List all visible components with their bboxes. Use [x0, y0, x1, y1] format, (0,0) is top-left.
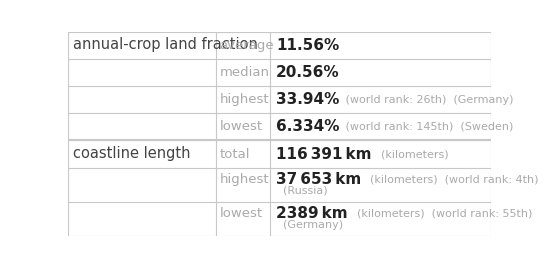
Text: annual-crop land fraction: annual-crop land fraction: [73, 37, 258, 52]
Text: (Germany): (Germany): [276, 220, 343, 230]
Text: 33.94%: 33.94%: [276, 92, 340, 107]
Text: coastline length: coastline length: [73, 145, 191, 161]
Text: 116 391 km: 116 391 km: [276, 147, 371, 162]
Text: (world rank: 26th)  (Germany): (world rank: 26th) (Germany): [341, 95, 513, 105]
Text: highest: highest: [219, 173, 269, 186]
Text: 11.56%: 11.56%: [276, 38, 339, 53]
Text: (kilometers)  (world rank: 55th): (kilometers) (world rank: 55th): [350, 209, 532, 219]
Text: 20.56%: 20.56%: [276, 65, 340, 80]
Text: lowest: lowest: [219, 207, 263, 220]
Text: median: median: [219, 66, 270, 79]
Text: 2389 km: 2389 km: [276, 206, 348, 221]
Text: total: total: [219, 148, 250, 161]
Text: (Russia): (Russia): [276, 186, 328, 196]
Text: 6.334%: 6.334%: [276, 119, 340, 134]
Text: (world rank: 145th)  (Sweden): (world rank: 145th) (Sweden): [342, 122, 513, 132]
Text: 37 653 km: 37 653 km: [276, 172, 361, 187]
Text: (kilometers): (kilometers): [373, 149, 448, 159]
Text: highest: highest: [219, 93, 269, 106]
Text: average: average: [219, 39, 274, 52]
Text: (kilometers)  (world rank: 4th): (kilometers) (world rank: 4th): [364, 175, 539, 184]
Text: lowest: lowest: [219, 120, 263, 133]
